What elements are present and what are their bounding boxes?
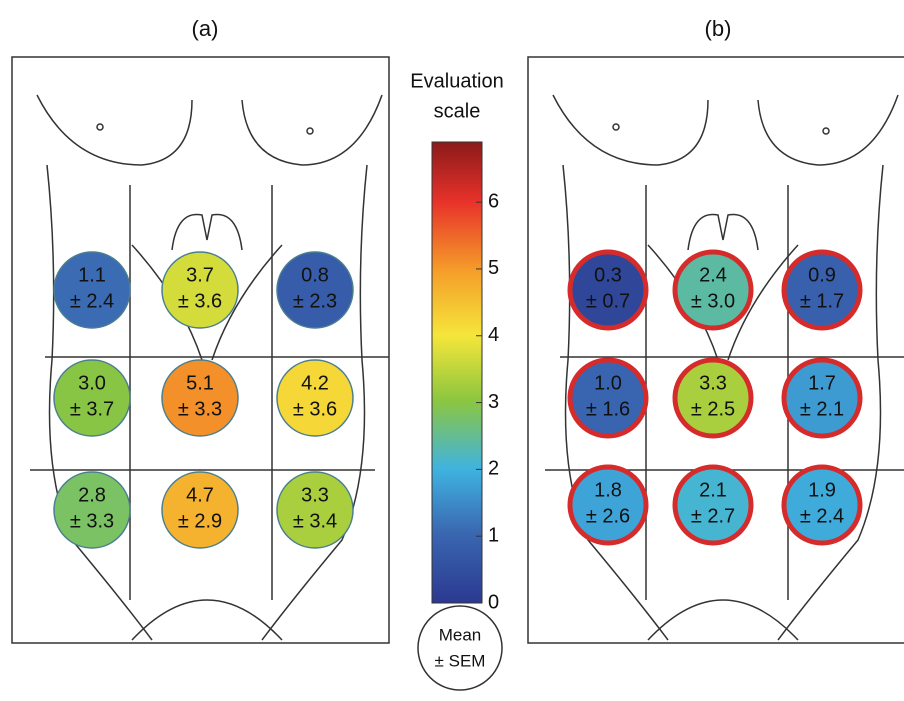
spot-mean: 3.3	[699, 372, 727, 394]
spot-mean: 2.8	[78, 484, 106, 506]
colorbar-tick-label: 1	[488, 524, 499, 546]
spot	[276, 251, 354, 329]
spot-sem: ± 3.6	[178, 290, 222, 312]
spot-sem: ± 3.6	[293, 398, 337, 420]
spot-mean: 0.8	[301, 264, 329, 286]
spot	[53, 251, 131, 329]
colorbar-tick-label: 4	[488, 324, 499, 346]
nipple	[96, 123, 104, 131]
spot	[567, 464, 649, 546]
spot-mean: 2.1	[699, 479, 727, 501]
spot-sem: ± 2.6	[586, 505, 630, 527]
legend-text: ± SEM	[435, 651, 486, 670]
colorbar-tick-label: 6	[488, 190, 499, 212]
spot-sem: ± 1.6	[586, 398, 630, 420]
spot	[161, 251, 239, 329]
panel-label: (a)	[192, 16, 219, 41]
spot	[161, 471, 239, 549]
spot-sem: ± 3.3	[178, 398, 222, 420]
colorbar-title: scale	[434, 100, 481, 122]
spot	[276, 471, 354, 549]
panel-frame	[527, 56, 904, 644]
spot-sem: ± 0.7	[586, 290, 630, 312]
spot-sem: ± 2.7	[691, 505, 735, 527]
spot-sem: ± 2.5	[691, 398, 735, 420]
spot-mean: 4.2	[301, 372, 329, 394]
legend-text: Mean	[439, 625, 482, 644]
spot-mean: 1.7	[808, 372, 836, 394]
spot-sem: ± 3.4	[293, 510, 337, 532]
colorbar-tick-label: 2	[488, 458, 499, 480]
panel-frame	[11, 56, 390, 644]
panel-label: (b)	[705, 16, 732, 41]
spot	[781, 464, 863, 546]
spot	[567, 249, 649, 331]
nipple	[822, 127, 830, 135]
colorbar	[431, 141, 483, 604]
spot	[53, 359, 131, 437]
panel: (b) 0.3 ± 0.7 2.4 ± 3.0 0.9 ± 1.7 1.0 ± 1.6 3.3 ± …	[527, 16, 904, 644]
spot	[781, 249, 863, 331]
spot	[672, 464, 754, 546]
spot-sem: ± 2.9	[178, 510, 222, 532]
spot	[161, 359, 239, 437]
spot-mean: 3.7	[186, 264, 214, 286]
spot	[672, 249, 754, 331]
spot-mean: 4.7	[186, 484, 214, 506]
panel: (a) 1.1 ± 2.4 3.7 ± 3.6 0.8 ± 2.3 3.0 ± 3.7 5.1 ± …	[11, 16, 390, 644]
spot-sem: ± 3.3	[70, 510, 114, 532]
spot-sem: ± 3.7	[70, 398, 114, 420]
spot	[672, 357, 754, 439]
spot-mean: 0.9	[808, 264, 836, 286]
spot-sem: ± 3.0	[691, 290, 735, 312]
nipple	[612, 123, 620, 131]
spot-sem: ± 1.7	[800, 290, 844, 312]
colorbar-tick-label: 5	[488, 257, 499, 279]
spot-sem: ± 2.4	[70, 290, 114, 312]
spot	[276, 359, 354, 437]
spot-sem: ± 2.3	[293, 290, 337, 312]
spot-mean: 1.1	[78, 264, 106, 286]
spot-mean: 5.1	[186, 372, 214, 394]
spot-mean: 2.4	[699, 264, 727, 286]
nipple	[306, 127, 314, 135]
spot-mean: 1.8	[594, 479, 622, 501]
spot	[567, 357, 649, 439]
colorbar-title: Evaluation	[410, 70, 503, 92]
colorbar-tick-label: 0	[488, 591, 499, 613]
colorbar-tick-label: 3	[488, 391, 499, 413]
spot-sem: ± 2.1	[800, 398, 844, 420]
legend-circle	[417, 605, 503, 691]
spot-sem: ± 2.4	[800, 505, 844, 527]
spot-mean: 3.3	[301, 484, 329, 506]
spot	[53, 471, 131, 549]
spot-mean: 3.0	[78, 372, 106, 394]
spot-mean: 1.9	[808, 479, 836, 501]
spot-mean: 1.0	[594, 372, 622, 394]
spot	[781, 357, 863, 439]
spot-mean: 0.3	[594, 264, 622, 286]
